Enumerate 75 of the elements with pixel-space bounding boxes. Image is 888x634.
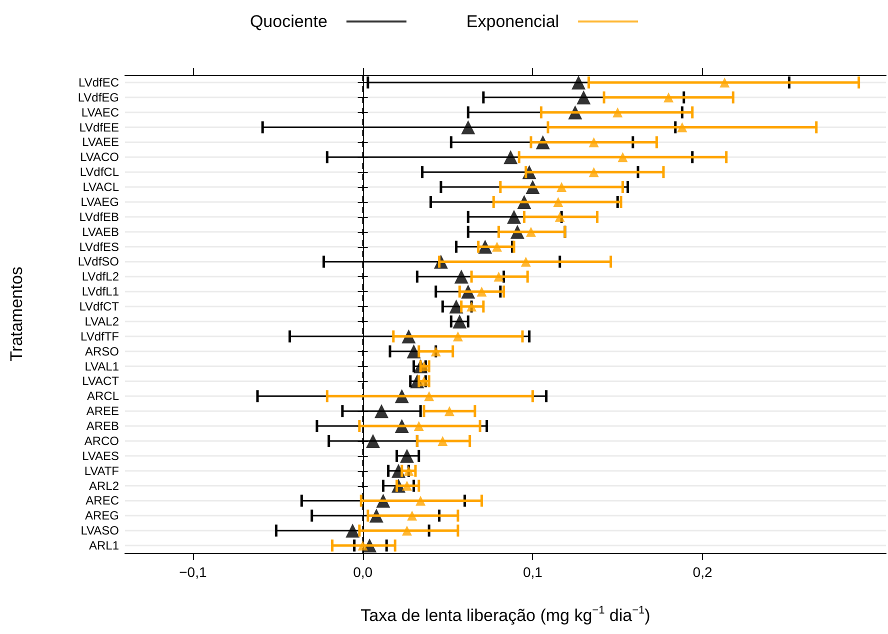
point xyxy=(454,270,468,284)
y-tick-label: LVdfSO xyxy=(78,254,119,269)
y-tick-label: AREB xyxy=(86,419,119,434)
y-tick-label: ARCO xyxy=(84,434,119,448)
y-tick-label: ARL2 xyxy=(88,478,120,493)
y-tick-label: LVdfL2 xyxy=(82,270,120,284)
point xyxy=(452,331,463,342)
point xyxy=(366,434,380,448)
y-tick-label: LVdfEE xyxy=(79,120,119,134)
point xyxy=(444,406,454,416)
point xyxy=(404,466,414,476)
point xyxy=(492,242,502,252)
y-tick-label: AREC xyxy=(86,494,120,508)
y-tick-label: LVASO xyxy=(80,524,119,538)
y-tick-label: LVACO xyxy=(80,150,119,164)
point xyxy=(402,480,412,491)
point xyxy=(588,167,599,178)
point xyxy=(506,210,521,224)
point xyxy=(612,107,623,118)
point xyxy=(556,182,567,192)
point xyxy=(402,526,412,536)
point xyxy=(520,256,531,267)
point xyxy=(553,196,564,207)
x-tick-label: −0,1 xyxy=(179,564,207,580)
y-tick-label: LVACT xyxy=(82,374,120,388)
y-tick-label: LVAL2 xyxy=(84,314,120,328)
point xyxy=(504,150,518,164)
point xyxy=(416,496,426,506)
y-tick-label: LVdfCL xyxy=(80,165,120,180)
point xyxy=(461,120,476,134)
point xyxy=(400,448,414,463)
point xyxy=(407,510,418,521)
point xyxy=(572,75,586,90)
point xyxy=(346,524,360,538)
y-tick-label: LVdfES xyxy=(79,240,119,254)
point xyxy=(430,346,441,356)
y-tick-label: LVdfL1 xyxy=(82,284,120,299)
y-tick-label: LVAL1 xyxy=(84,359,120,374)
y-tick-label: LVATF xyxy=(84,464,119,478)
y-tick-label: LVdfTF xyxy=(80,329,119,344)
point xyxy=(424,391,434,402)
point xyxy=(414,421,424,432)
y-tick-label: ARSO xyxy=(84,344,119,358)
legend-label: Exponencial xyxy=(466,12,560,31)
y-tick-label: LVdfEB xyxy=(79,210,119,224)
y-tick-label: AREG xyxy=(84,508,119,523)
point xyxy=(476,286,487,297)
y-tick-label: ARL1 xyxy=(88,538,120,553)
point xyxy=(438,436,448,446)
point xyxy=(664,92,674,102)
y-tick-label: LVAEG xyxy=(80,194,119,209)
y-tick-label: LVAEC xyxy=(81,105,120,120)
y-tick-label: LVAEE xyxy=(82,135,119,150)
point xyxy=(618,152,628,162)
point xyxy=(526,226,536,237)
y-tick-label: LVAES xyxy=(82,448,119,463)
y-tick-label: LVACL xyxy=(82,180,120,194)
x-tick-label: 0,0 xyxy=(353,564,373,580)
point xyxy=(374,404,388,418)
point xyxy=(720,77,730,88)
y-tick-label: LVdfCT xyxy=(79,300,120,314)
point xyxy=(358,540,368,551)
legend-label: Quociente xyxy=(250,12,328,31)
point xyxy=(677,122,688,132)
x-tick-label: 0,1 xyxy=(522,564,543,580)
y-tick-label: AREE xyxy=(86,404,119,418)
point xyxy=(576,90,591,104)
point xyxy=(452,314,467,328)
y-tick-label: ARCL xyxy=(86,389,120,404)
y-tick-label: LVdfEC xyxy=(78,75,120,90)
y-tick-label: LVAEB xyxy=(82,224,119,239)
x-tick-label: 0,2 xyxy=(692,564,712,580)
y-tick-label: LVdfEG xyxy=(78,90,119,104)
y-axis-title: Tratamentos xyxy=(7,266,26,362)
point xyxy=(588,137,599,148)
